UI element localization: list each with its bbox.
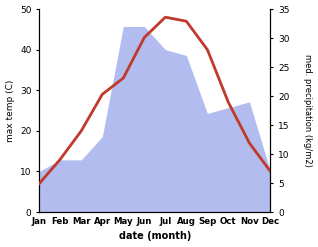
- Y-axis label: med. precipitation (kg/m2): med. precipitation (kg/m2): [303, 54, 313, 167]
- X-axis label: date (month): date (month): [119, 231, 191, 242]
- Y-axis label: max temp (C): max temp (C): [5, 79, 15, 142]
